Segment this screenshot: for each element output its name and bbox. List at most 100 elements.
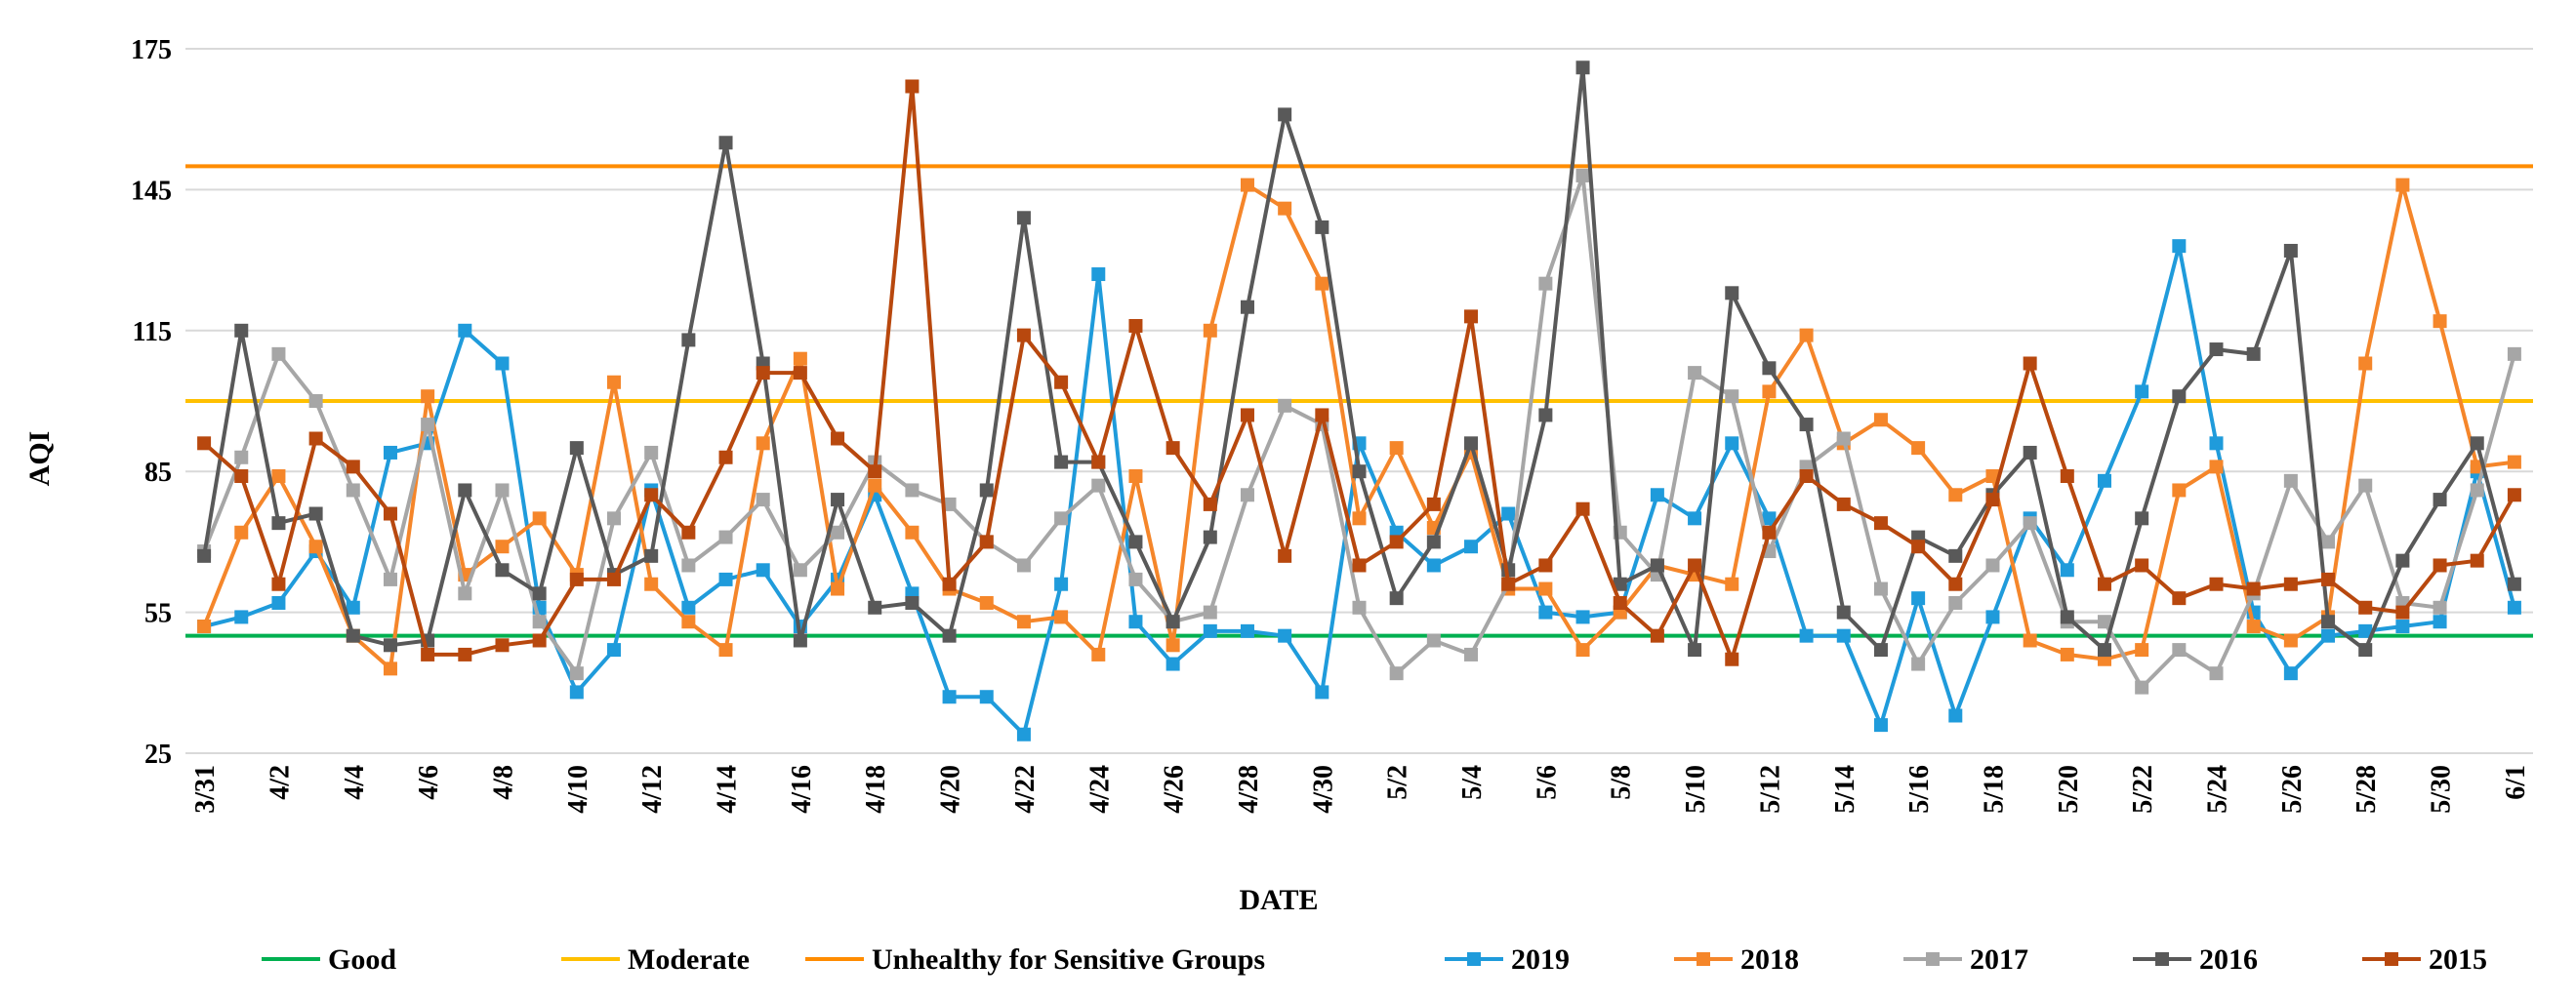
data-point-2016 — [1613, 577, 1627, 591]
data-point-2017 — [831, 525, 845, 540]
data-point-2016 — [2097, 643, 2111, 658]
data-point-2016 — [1464, 436, 1479, 451]
data-point-2015 — [1985, 493, 2000, 507]
data-point-2016 — [2321, 615, 2336, 629]
data-point-2019 — [2209, 436, 2224, 451]
data-point-2016 — [1315, 220, 1329, 234]
data-point-2019 — [756, 563, 770, 578]
data-point-2019 — [458, 323, 472, 338]
data-point-2018 — [2023, 633, 2037, 648]
data-point-2018 — [1016, 615, 1031, 629]
data-point-2019 — [1203, 623, 1217, 638]
data-point-2015 — [346, 460, 360, 474]
data-point-2017 — [1016, 558, 1031, 573]
data-point-2017 — [2097, 615, 2111, 629]
data-point-2017 — [532, 615, 547, 629]
data-point-2017 — [2023, 516, 2037, 531]
data-point-2017 — [1203, 605, 1217, 620]
data-point-2015 — [1501, 577, 1516, 591]
data-point-2018 — [2060, 647, 2074, 661]
data-point-2018 — [1091, 647, 1106, 661]
x-tick-label: 4/28 — [1234, 765, 1264, 814]
data-point-2018 — [2209, 460, 2224, 474]
data-point-2015 — [569, 572, 584, 586]
legend-marker — [2385, 952, 2398, 966]
data-point-2019 — [569, 685, 584, 700]
x-tick-label: 5/22 — [2128, 765, 2158, 814]
legend-label: Good — [328, 943, 396, 976]
legend-item: 2018 — [1674, 943, 1799, 976]
data-point-2015 — [831, 431, 845, 446]
legend-item: 2019 — [1445, 943, 1570, 976]
data-point-2018 — [2433, 314, 2447, 329]
data-point-2018 — [1165, 638, 1180, 653]
data-point-2016 — [532, 586, 547, 601]
data-point-2017 — [793, 563, 807, 578]
data-point-2015 — [756, 366, 770, 381]
data-point-2016 — [1016, 211, 1031, 225]
data-point-2018 — [1128, 469, 1143, 484]
data-point-2016 — [1054, 455, 1069, 469]
data-point-2019 — [234, 610, 249, 624]
data-point-2019 — [2097, 473, 2111, 488]
data-point-2017 — [383, 572, 397, 586]
data-point-2015 — [495, 638, 510, 653]
data-point-2015 — [2283, 577, 2298, 591]
data-point-2019 — [1016, 727, 1031, 741]
data-point-2015 — [905, 79, 920, 94]
data-point-2017 — [1725, 389, 1739, 404]
legend-item: 2017 — [1903, 943, 2028, 976]
data-point-2017 — [607, 511, 622, 526]
data-point-2016 — [868, 600, 882, 615]
data-point-2016 — [1650, 558, 1664, 573]
data-point-2016 — [1799, 418, 1814, 432]
data-point-2019 — [1464, 540, 1479, 554]
data-point-2015 — [1464, 309, 1479, 324]
data-point-2015 — [1688, 558, 1702, 573]
x-tick-label: 4/12 — [637, 765, 668, 814]
data-point-2016 — [1575, 60, 1590, 75]
data-point-2018 — [1725, 577, 1739, 591]
data-point-2015 — [1613, 595, 1627, 610]
data-point-2015 — [2395, 605, 2410, 620]
series-2015 — [197, 79, 2521, 666]
x-tick-label: 4/26 — [1160, 765, 1190, 814]
data-point-2016 — [1762, 361, 1777, 376]
x-tick-label: 5/12 — [1755, 765, 1785, 814]
legend-item: 2016 — [2133, 943, 2258, 976]
data-point-2016 — [458, 483, 472, 498]
data-point-2018 — [1389, 441, 1404, 456]
x-tick-label: 4/14 — [713, 765, 743, 814]
x-axis: 3/31 4/2 4/4 4/6 4/8 4/10 4/12 4/14 4/16 4/18 4/20… — [185, 752, 2533, 814]
data-point-2017 — [234, 450, 249, 464]
data-point-2018 — [793, 351, 807, 366]
data-point-2016 — [1426, 535, 1441, 549]
data-point-2015 — [1538, 558, 1553, 573]
data-point-2016 — [346, 628, 360, 643]
data-point-2017 — [308, 394, 323, 408]
legend-label: 2019 — [1511, 943, 1570, 976]
data-point-2019 — [1315, 685, 1329, 700]
data-point-2016 — [644, 548, 659, 563]
x-tick-label: 4/4 — [340, 765, 370, 800]
x-tick-label: 5/30 — [2427, 765, 2457, 814]
data-point-2018 — [1315, 276, 1329, 291]
data-point-2016 — [383, 638, 397, 653]
data-point-2018 — [1799, 328, 1814, 342]
data-point-2016 — [905, 595, 920, 610]
data-point-2016 — [1948, 548, 1963, 563]
legend-label: 2015 — [2429, 943, 2487, 976]
data-point-2015 — [2023, 356, 2037, 371]
data-point-2018 — [2395, 178, 2410, 192]
data-point-2016 — [681, 333, 696, 347]
data-point-2019 — [1836, 628, 1851, 643]
data-point-2017 — [2358, 478, 2373, 493]
data-point-2018 — [2172, 483, 2187, 498]
data-point-2015 — [2507, 488, 2521, 502]
data-point-2017 — [1352, 600, 1367, 615]
data-point-2015 — [1016, 328, 1031, 342]
data-point-2018 — [2246, 620, 2261, 634]
data-point-2017 — [1054, 511, 1069, 526]
x-tick-label: 3/31 — [190, 765, 221, 814]
